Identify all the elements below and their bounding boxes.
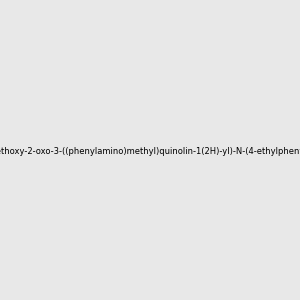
Text: 2-(6,7-dimethoxy-2-oxo-3-((phenylamino)methyl)quinolin-1(2H)-yl)-N-(4-ethylpheny: 2-(6,7-dimethoxy-2-oxo-3-((phenylamino)m… <box>0 147 300 156</box>
